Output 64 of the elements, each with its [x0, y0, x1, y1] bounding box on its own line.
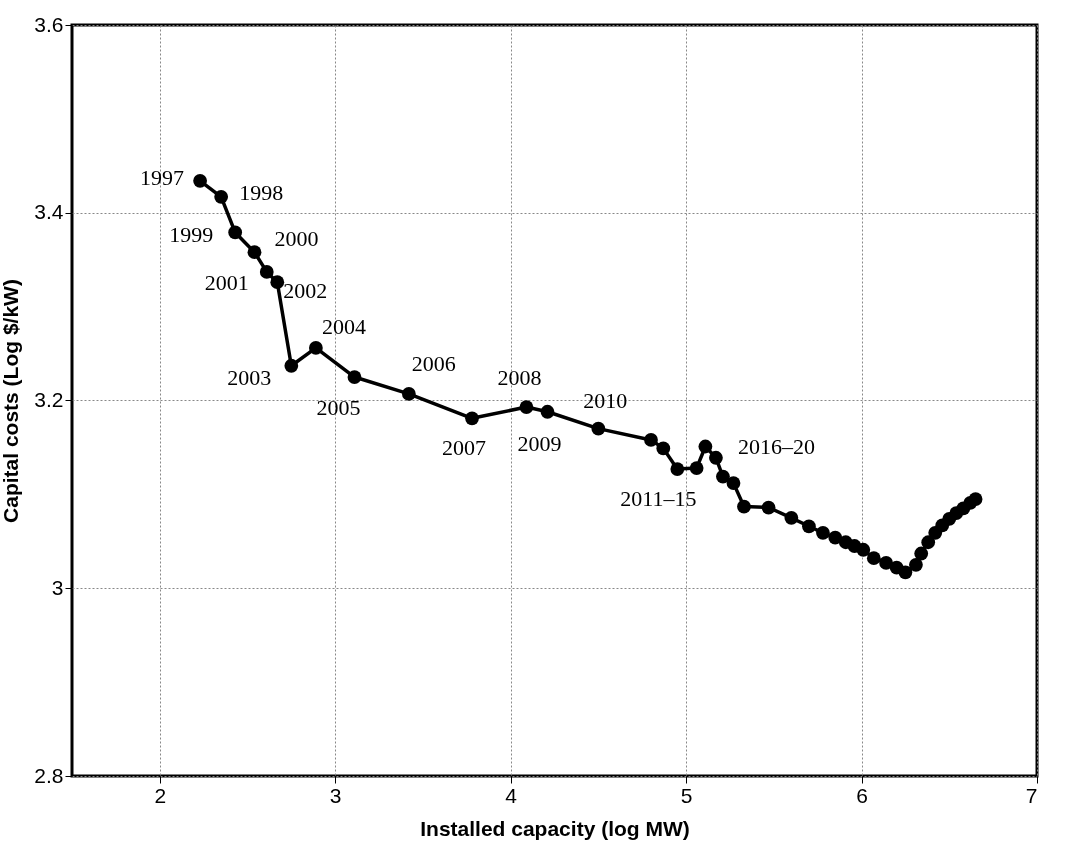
- annotation: 2000: [274, 226, 319, 252]
- point: [284, 358, 299, 373]
- point: [698, 439, 713, 454]
- x-tick-label: 7: [1025, 783, 1038, 807]
- point: [401, 387, 416, 401]
- annotation: 2010: [583, 387, 628, 413]
- point: [909, 557, 923, 572]
- y-axis-title: Capital costs (Log $/kW): [0, 279, 23, 523]
- point: [308, 341, 323, 355]
- y-tick-label: 2.8: [34, 763, 64, 787]
- x-tick-label: 6: [856, 783, 868, 807]
- annotation: 2009: [517, 430, 562, 456]
- point: [247, 245, 262, 260]
- x-axis-title: Installed capacity (log MW): [420, 816, 690, 840]
- point: [214, 189, 229, 204]
- point: [591, 421, 606, 436]
- point: [347, 370, 362, 384]
- y-tick-label: 3.2: [34, 388, 64, 411]
- point: [866, 551, 881, 566]
- y-tick-label: 3: [51, 575, 64, 599]
- x-tick-label: 3: [329, 783, 342, 807]
- annotation: 1999: [169, 222, 214, 248]
- point: [856, 542, 871, 557]
- annotation: 2003: [227, 364, 272, 390]
- annotation: 1998: [239, 179, 284, 205]
- point: [670, 462, 685, 476]
- point: [716, 469, 730, 484]
- point: [802, 519, 816, 534]
- point: [761, 500, 776, 515]
- y-tick-label: 3.6: [34, 12, 64, 36]
- annotation: 2005: [316, 395, 361, 421]
- point: [689, 461, 704, 475]
- annotation: 2008: [497, 365, 542, 391]
- annotation: 2011–15: [620, 486, 697, 512]
- x-tick-label: 4: [505, 783, 518, 807]
- annotation: 2004: [321, 313, 366, 339]
- point: [270, 275, 285, 290]
- annotation: 2016–20: [737, 434, 815, 460]
- point: [656, 441, 671, 456]
- point: [709, 450, 723, 465]
- x-tick-label: 5: [680, 783, 693, 807]
- point: [879, 556, 893, 570]
- annotation: 2001: [204, 269, 249, 295]
- annotation: 2007: [442, 435, 487, 461]
- annotation: 2002: [283, 278, 328, 304]
- point: [968, 492, 983, 506]
- point: [898, 565, 913, 580]
- x-tick-label: 2: [154, 783, 167, 807]
- point: [816, 525, 830, 540]
- point: [519, 400, 534, 414]
- point: [644, 433, 658, 447]
- point: [737, 499, 751, 514]
- point: [465, 411, 479, 426]
- y-tick-label: 3.4: [34, 200, 64, 224]
- annotation: 1997: [140, 164, 185, 190]
- point: [540, 404, 555, 419]
- point: [228, 225, 243, 240]
- point: [726, 476, 741, 490]
- annotation: 2006: [411, 350, 456, 376]
- point: [784, 510, 799, 525]
- point: [914, 546, 929, 561]
- point: [193, 173, 207, 188]
- point: [921, 535, 936, 550]
- point: [259, 265, 274, 279]
